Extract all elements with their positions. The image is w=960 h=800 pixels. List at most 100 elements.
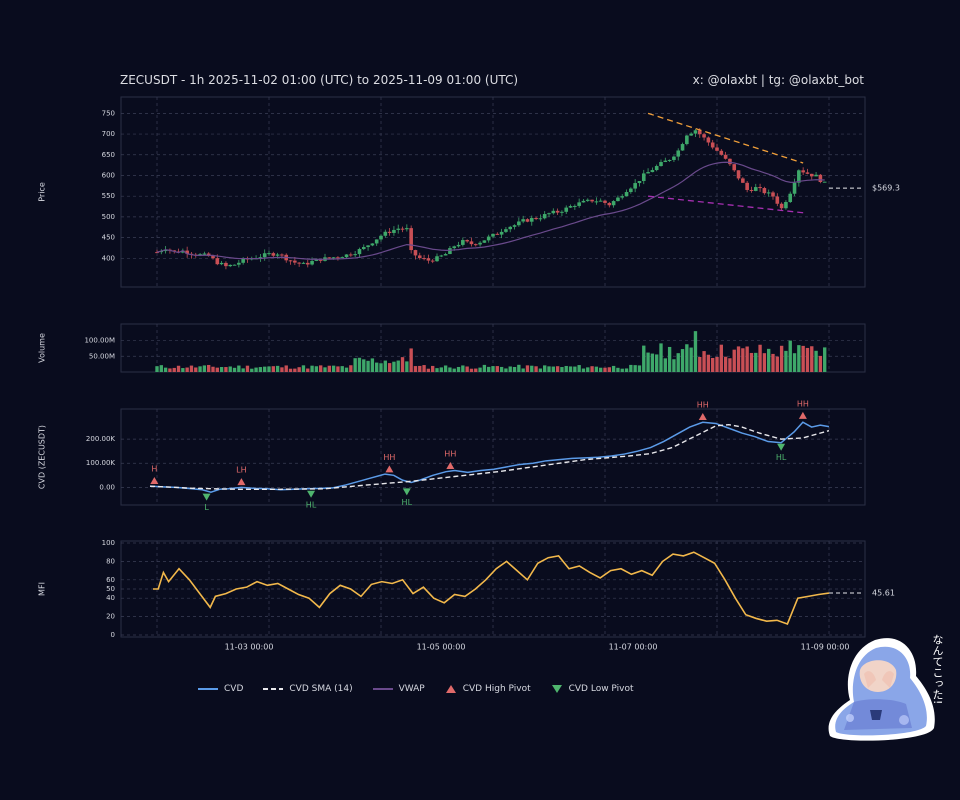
- candle-body: [779, 203, 784, 209]
- cvd-pivot-high-marker-9: [798, 411, 807, 419]
- volume-bar: [452, 368, 456, 372]
- candle-body: [301, 262, 306, 264]
- candle-body: [155, 252, 159, 254]
- volume-bar: [366, 360, 370, 372]
- candle-body: [215, 258, 220, 265]
- candle-body: [573, 205, 577, 207]
- volume-bar: [280, 367, 284, 372]
- candle-body: [555, 210, 560, 213]
- volume-bar: [723, 356, 728, 372]
- candle-body: [461, 240, 465, 245]
- candle-body: [211, 256, 215, 259]
- volume-bar: [650, 353, 655, 372]
- volume-bar: [603, 367, 607, 372]
- candle-body: [745, 182, 749, 190]
- volume-bar: [611, 365, 616, 372]
- vwap-line: [156, 161, 825, 260]
- cvd-pivot-label-5: HL: [402, 498, 413, 507]
- volume-bar: [685, 344, 689, 372]
- cvd-tick-label-2: 200.00K: [86, 435, 115, 443]
- candle-body: [646, 172, 650, 174]
- candle-body: [228, 264, 233, 267]
- cvd-axis-label: CVD (ZECUSDT): [38, 425, 47, 489]
- candle-body: [797, 170, 801, 183]
- candle-body: [469, 241, 474, 245]
- candle-body: [697, 130, 702, 135]
- candle-body: [297, 262, 301, 264]
- candle-body: [379, 235, 383, 240]
- volume-bar: [590, 366, 594, 372]
- cvd-pivot-label-3: HL: [306, 500, 317, 509]
- volume-bar: [637, 365, 642, 372]
- candle-body: [792, 182, 797, 194]
- trendline-resistance: [647, 112, 804, 164]
- volume-bar: [616, 367, 620, 372]
- x-tick-label-3: 11-09 00:00: [801, 643, 850, 652]
- volume-bar: [387, 363, 392, 372]
- volume-bar: [284, 365, 288, 372]
- volume-bar: [224, 367, 228, 372]
- x-tick-label-2: 11-07 00:00: [609, 643, 658, 652]
- candle-body: [547, 213, 551, 215]
- volume-bar: [409, 348, 413, 372]
- mfi-line: [153, 551, 830, 625]
- candle-body: [723, 154, 728, 159]
- cvd-pivot-low-marker-5: [402, 488, 411, 496]
- volume-bar: [383, 360, 387, 372]
- volume-bar: [525, 365, 530, 372]
- volume-bar: [400, 357, 405, 372]
- candle-body: [728, 158, 732, 165]
- candle-body: [818, 174, 823, 183]
- candle-body: [508, 226, 513, 230]
- candle-body: [594, 201, 599, 203]
- volume-bar: [646, 352, 650, 372]
- volume-bar: [435, 368, 439, 372]
- volume-bar: [340, 366, 344, 372]
- volume-bar: [568, 366, 573, 372]
- volume-bar: [163, 367, 168, 372]
- candle-body: [525, 219, 530, 222]
- volume-bar: [788, 340, 792, 372]
- candle-body: [267, 253, 271, 255]
- legend: CVD CVD SMA (14) VWAP CVD High Pivot CVD…: [198, 684, 654, 694]
- volume-bar: [758, 344, 762, 372]
- candle-body: [581, 200, 586, 203]
- candle-body: [448, 248, 452, 255]
- volume-bar: [176, 365, 181, 372]
- volume-bar: [168, 368, 172, 372]
- volume-bar: [405, 361, 409, 372]
- volume-bar: [586, 367, 590, 372]
- candle-body: [232, 264, 237, 266]
- cvd-pivot-label-0: H: [151, 464, 157, 473]
- volume-bar: [818, 355, 823, 372]
- volume-bar: [814, 350, 818, 372]
- legend-pivot-high-label: CVD High Pivot: [462, 684, 531, 694]
- volume-bar: [301, 365, 306, 372]
- candle-body: [715, 147, 719, 151]
- volume-bar: [418, 365, 422, 372]
- cvd-pivot-high-marker-2: [237, 478, 246, 486]
- candle-body: [258, 257, 263, 259]
- legend-cvd-sma: CVD SMA (14): [263, 684, 353, 694]
- candle-body: [374, 239, 379, 244]
- volume-bar: [336, 366, 340, 372]
- candle-body: [262, 253, 267, 258]
- cvd-pivot-high-marker-0: [150, 476, 159, 484]
- candle-body: [564, 207, 569, 212]
- legend-vwap: VWAP: [372, 684, 425, 694]
- price-tick-label-1: 450: [102, 234, 115, 242]
- volume-bar: [263, 366, 267, 372]
- volume-bar: [439, 367, 443, 372]
- candle-body: [650, 170, 655, 173]
- volume-bar: [706, 354, 711, 372]
- volume-bar: [534, 366, 538, 372]
- candle-body: [409, 228, 413, 251]
- volume-tick-label-0: 50.00M: [89, 352, 115, 360]
- volume-tick-label-1: 100.00M: [84, 337, 115, 345]
- candle-body: [534, 218, 538, 220]
- volume-bar: [698, 356, 702, 372]
- candle-body: [732, 164, 737, 171]
- volume-bar: [465, 366, 469, 372]
- candle-body: [422, 258, 426, 260]
- price-tick-label-4: 600: [102, 171, 115, 179]
